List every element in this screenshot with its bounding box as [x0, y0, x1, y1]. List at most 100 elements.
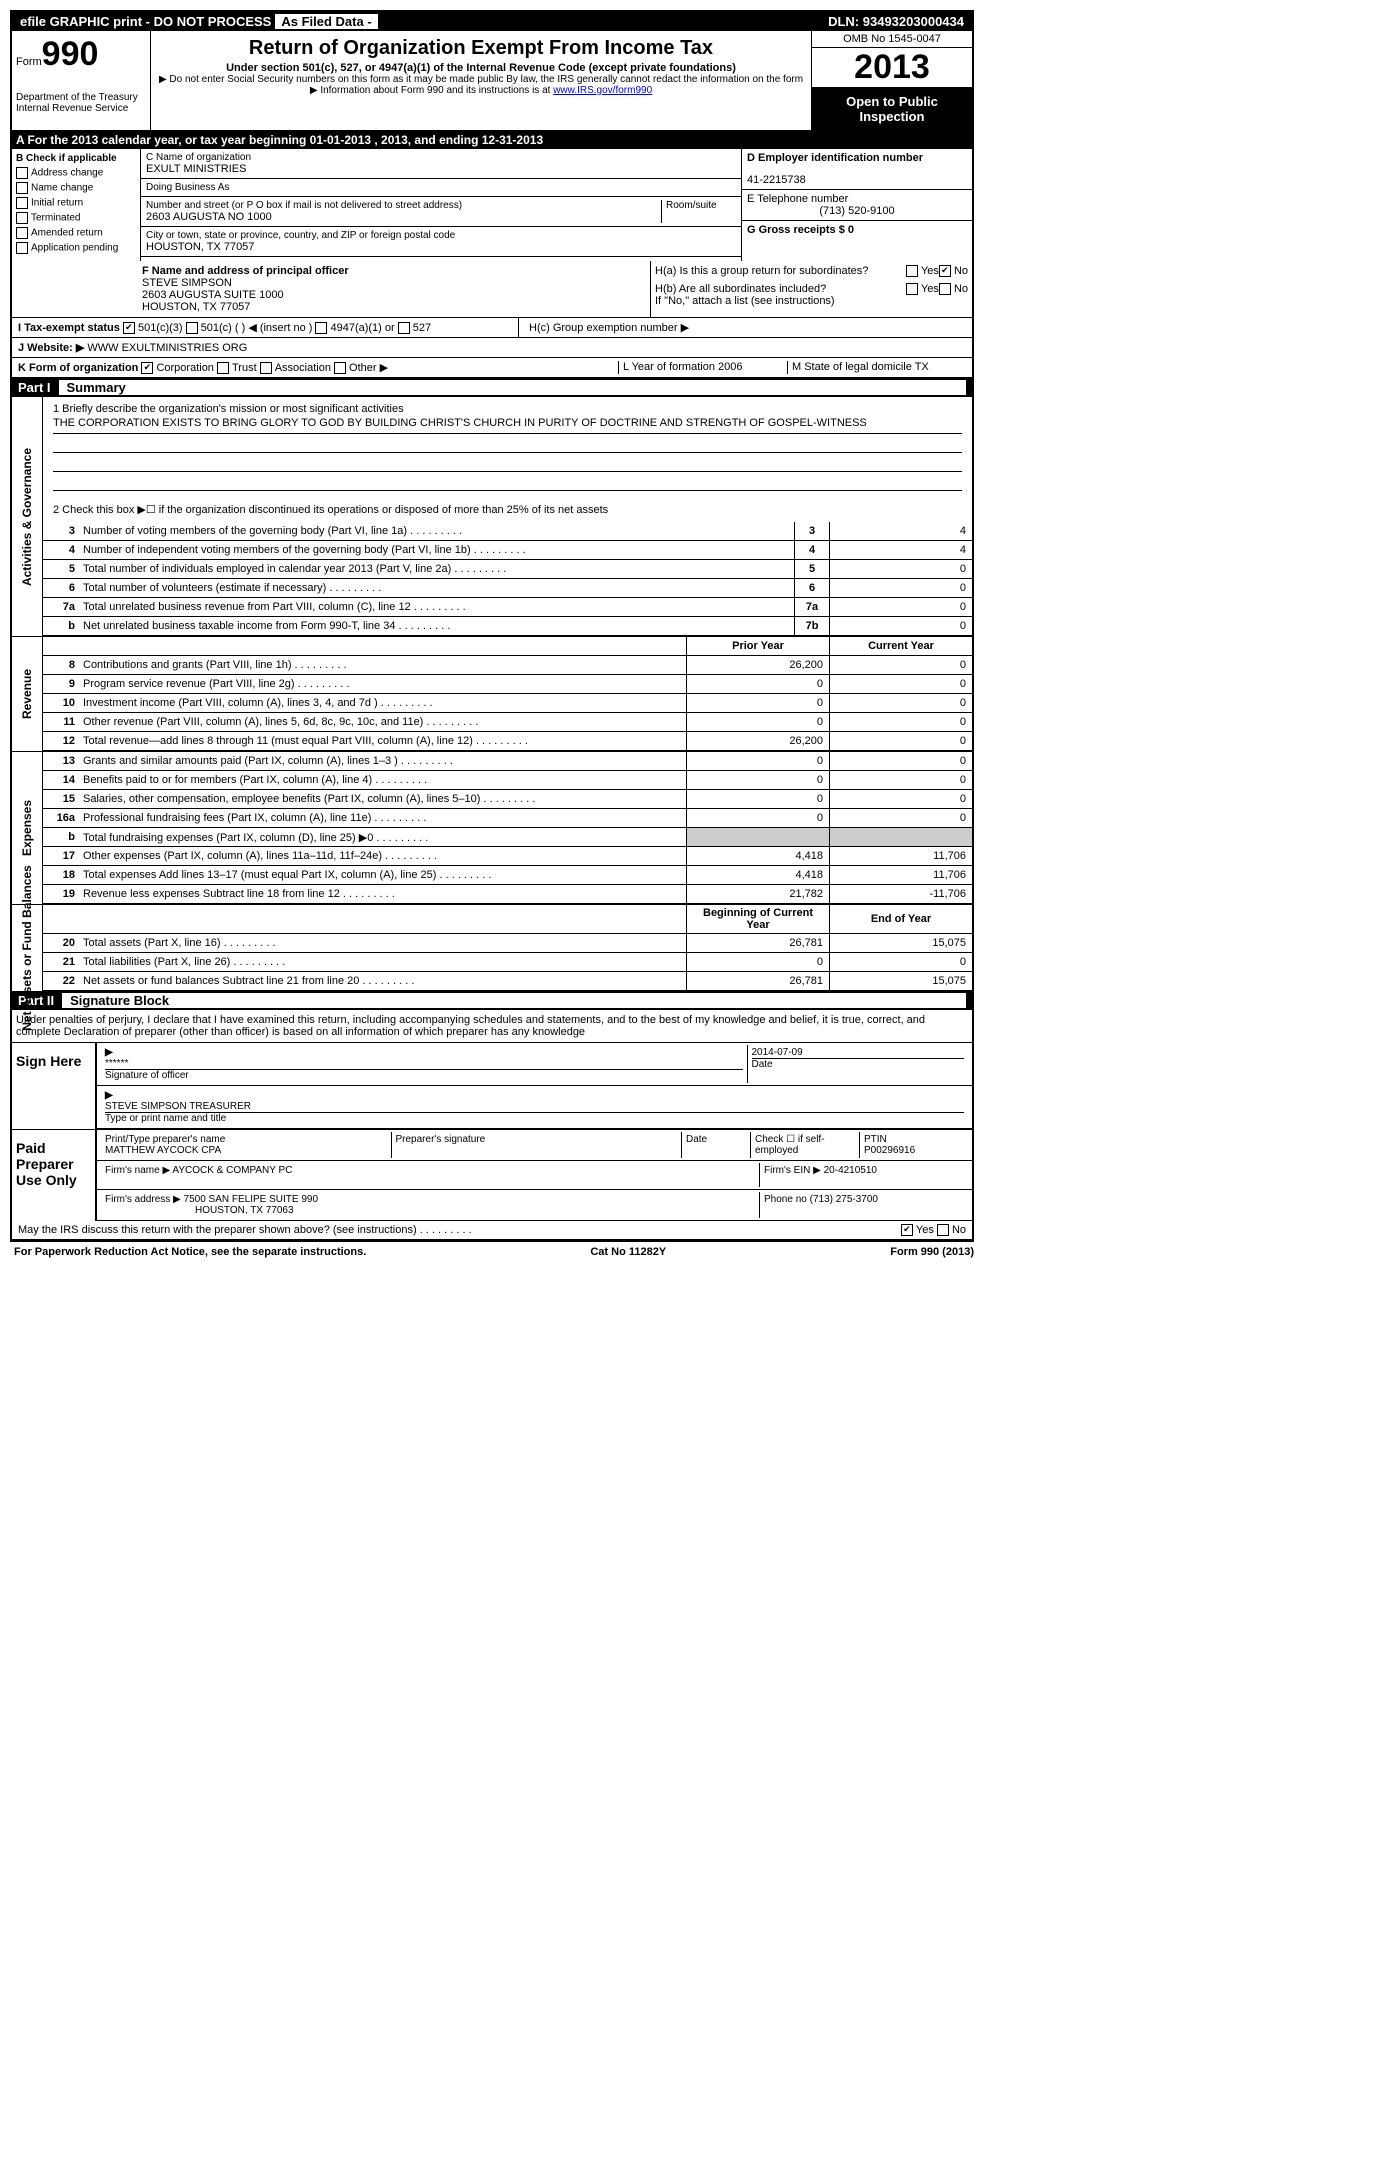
mission-block: 1 Briefly describe the organization's mi… [43, 397, 972, 522]
footer-right: Form 990 (2013) [890, 1246, 974, 1258]
footer: For Paperwork Reduction Act Notice, see … [10, 1242, 978, 1262]
summary-line-10: 10Investment income (Part VIII, column (… [43, 694, 972, 713]
summary-line-15: 15Salaries, other compensation, employee… [43, 790, 972, 809]
preparer-name: MATTHEW AYCOCK CPA [105, 1145, 387, 1156]
summary-line-13: 13Grants and similar amounts paid (Part … [43, 752, 972, 771]
cb-527[interactable] [398, 322, 410, 334]
ptin: P00296916 [864, 1145, 964, 1156]
line-i: I Tax-exempt status ✔501(c)(3) 501(c) ( … [12, 318, 972, 338]
sig-date: 2014-07-09 [752, 1047, 965, 1058]
org-name: EXULT MINISTRIES [146, 163, 736, 175]
discuss-line: May the IRS discuss this return with the… [12, 1221, 972, 1240]
self-employed: Check ☐ if self-employed [751, 1132, 860, 1158]
cb-amended[interactable] [16, 227, 28, 239]
cb-pending[interactable] [16, 242, 28, 254]
open-to-public: Open to Public Inspection [812, 88, 972, 130]
box-hc: H(c) Group exemption number ▶ [518, 318, 966, 337]
header-note2: ▶ Information about Form 990 and its ins… [155, 85, 807, 96]
declaration: Under penalties of perjury, I declare th… [12, 1010, 972, 1042]
footer-left: For Paperwork Reduction Act Notice, see … [14, 1246, 366, 1258]
dept-treasury: Department of the Treasury [16, 92, 146, 103]
summary-line-16a: 16aProfessional fundraising fees (Part I… [43, 809, 972, 828]
vert-expenses: Expenses [20, 800, 34, 856]
paid-preparer-block: Paid Preparer Use Only Print/Type prepar… [12, 1129, 972, 1221]
col-boy: Beginning of Current Year [686, 905, 829, 933]
city-label: City or town, state or province, country… [146, 230, 736, 241]
cb-ha-no[interactable]: ✔ [939, 265, 951, 277]
addr-label: Number and street (or P O box if mail is… [146, 200, 661, 211]
summary-line-3: 3Number of voting members of the governi… [43, 522, 972, 541]
line-l: L Year of formation 2006 [618, 361, 787, 374]
tel-value: (713) 520-9100 [747, 205, 967, 217]
expenses-section: Expenses 13Grants and similar amounts pa… [12, 751, 972, 904]
net-assets-section: Net Assets or Fund Balances Beginning of… [12, 904, 972, 991]
summary-line-22: 22Net assets or fund balances Subtract l… [43, 972, 972, 991]
line-2: 2 Check this box ▶☐ if the organization … [53, 503, 962, 516]
part-i-header: Part I Summary [12, 378, 972, 397]
summary-line-14: 14Benefits paid to or for members (Part … [43, 771, 972, 790]
top-bar: efile GRAPHIC print - DO NOT PROCESS As … [12, 12, 972, 31]
cb-4947[interactable] [315, 322, 327, 334]
firm-name: AYCOCK & COMPANY PC [172, 1165, 292, 1176]
summary-line-17: 17Other expenses (Part IX, column (A), l… [43, 847, 972, 866]
cb-discuss-yes[interactable]: ✔ [901, 1224, 913, 1236]
cb-other[interactable] [334, 362, 346, 374]
header-note1: ▶ Do not enter Social Security numbers o… [155, 74, 807, 85]
col-c: C Name of organization EXULT MINISTRIES … [141, 149, 741, 261]
cb-501c3[interactable]: ✔ [123, 322, 135, 334]
cb-trust[interactable] [217, 362, 229, 374]
cb-name-change[interactable] [16, 182, 28, 194]
gross-receipts: G Gross receipts $ 0 [747, 224, 967, 236]
cb-501c[interactable] [186, 322, 198, 334]
website: WWW EXULTMINISTRIES ORG [87, 342, 247, 354]
row-a: A For the 2013 calendar year, or tax yea… [12, 131, 972, 149]
cb-terminated[interactable] [16, 212, 28, 224]
header-row: Form990 Department of the Treasury Inter… [12, 31, 972, 131]
org-city: HOUSTON, TX 77057 [146, 241, 736, 253]
dln: DLN: 93493203000434 [824, 14, 968, 29]
officer-name: STEVE SIMPSON [142, 277, 642, 289]
line-j: J Website: ▶ WWW EXULTMINISTRIES ORG [12, 338, 972, 358]
cb-corp[interactable]: ✔ [141, 362, 153, 374]
paid-preparer-label: Paid Preparer Use Only [12, 1130, 95, 1221]
officer-addr2: HOUSTON, TX 77057 [142, 301, 642, 313]
summary-line-8: 8Contributions and grants (Part VIII, li… [43, 656, 972, 675]
header-right: OMB No 1545-0047 2013 Open to Public Ins… [811, 31, 972, 130]
summary-line-b: bTotal fundraising expenses (Part IX, co… [43, 828, 972, 847]
form-subtitle: Under section 501(c), 527, or 4947(a)(1)… [155, 62, 807, 74]
summary-line-7a: 7aTotal unrelated business revenue from … [43, 598, 972, 617]
col-d: D Employer identification number 41-2215… [741, 149, 972, 261]
summary-line-12: 12Total revenue—add lines 8 through 11 (… [43, 732, 972, 751]
form-title: Return of Organization Exempt From Incom… [155, 37, 807, 60]
box-h: H(a) Is this a group return for subordin… [650, 261, 972, 317]
summary-line-4: 4Number of independent voting members of… [43, 541, 972, 560]
irs-label: Internal Revenue Service [16, 103, 146, 114]
cb-address-change[interactable] [16, 167, 28, 179]
irs-link[interactable]: www.IRS.gov/form990 [553, 85, 652, 96]
ein-label: D Employer identification number [747, 152, 967, 164]
as-filed-box: As Filed Data - [275, 14, 377, 29]
summary-line-19: 19Revenue less expenses Subtract line 18… [43, 885, 972, 904]
tel-label: E Telephone number [747, 193, 967, 205]
summary-line-9: 9Program service revenue (Part VIII, lin… [43, 675, 972, 694]
dba-label: Doing Business As [146, 182, 736, 193]
cb-discuss-no[interactable] [937, 1224, 949, 1236]
line-m: M State of legal domicile TX [787, 361, 966, 374]
cb-hb-no[interactable] [939, 283, 951, 295]
org-name-label: C Name of organization [146, 152, 736, 163]
line-k: K Form of organization ✔Corporation Trus… [12, 358, 972, 378]
col-b-title: B Check if applicable [16, 153, 136, 164]
officer-addr1: 2603 AUGUSTA SUITE 1000 [142, 289, 642, 301]
ein-value: 41-2215738 [747, 174, 967, 186]
cb-hb-yes[interactable] [906, 283, 918, 295]
cb-ha-yes[interactable] [906, 265, 918, 277]
cb-initial-return[interactable] [16, 197, 28, 209]
mission-text: THE CORPORATION EXISTS TO BRING GLORY TO… [53, 417, 962, 434]
col-eoy: End of Year [829, 905, 972, 933]
officer-signature: ****** [105, 1058, 743, 1069]
cb-assoc[interactable] [260, 362, 272, 374]
vert-revenue: Revenue [20, 669, 34, 719]
omb-number: OMB No 1545-0047 [812, 31, 972, 48]
summary-line-7b: bNet unrelated business taxable income f… [43, 617, 972, 636]
header-center: Return of Organization Exempt From Incom… [151, 31, 811, 130]
